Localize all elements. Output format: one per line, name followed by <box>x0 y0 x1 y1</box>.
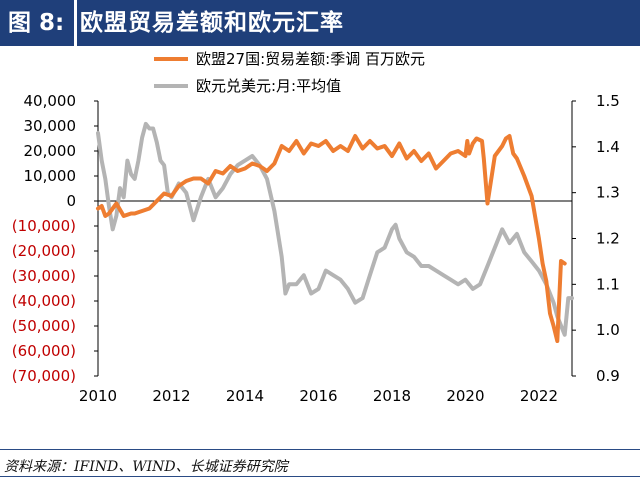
left-tick-label: 20,000 <box>24 142 77 160</box>
left-tick-label: 30,000 <box>24 117 77 135</box>
x-tick-label: 2010 <box>79 387 117 405</box>
chart-title: 欧盟贸易差额和欧元汇率 <box>80 10 344 36</box>
footer-divider <box>0 449 640 450</box>
title-bar <box>0 0 640 46</box>
chart-svg: 40,000 30,000 20,000 10,000 0 (10,000) (20,000… <box>12 50 620 405</box>
right-tick-label: 1.2 <box>596 230 620 248</box>
bottom-divider <box>0 476 640 477</box>
right-tick-label: 1.5 <box>596 92 620 110</box>
source-note: 资料来源：IFIND、WIND、长城证券研究院 <box>4 459 288 475</box>
legend-label: 欧元兑美元:月:平均值 <box>196 77 341 95</box>
figure-label: 图 8: <box>0 0 78 46</box>
x-tick-label: 2020 <box>446 387 484 405</box>
left-tick-label: (20,000) <box>12 242 76 260</box>
left-tick-label: 40,000 <box>24 92 77 110</box>
x-tick-label: 2018 <box>373 387 411 405</box>
x-tick-label: 2022 <box>520 387 558 405</box>
right-tick-label: 0.9 <box>596 367 620 385</box>
right-tick-label: 1.3 <box>596 184 620 202</box>
trade-balance-line <box>96 134 567 343</box>
x-tick-label: 2016 <box>299 387 337 405</box>
x-tick-label: 2012 <box>152 387 190 405</box>
left-tick-label: (10,000) <box>12 217 76 235</box>
left-tick-label: (40,000) <box>12 292 76 310</box>
legend-label: 欧盟27国:贸易差额:季调 百万欧元 <box>196 50 425 68</box>
eurusd-line <box>96 121 574 337</box>
left-tick-label: 10,000 <box>24 167 77 185</box>
right-tick-label: 1.4 <box>596 138 620 156</box>
left-tick-label: (60,000) <box>12 342 76 360</box>
right-tick-label: 1.0 <box>596 321 620 339</box>
right-tick-label: 1.1 <box>596 275 620 293</box>
left-tick-label: (70,000) <box>12 367 76 385</box>
left-tick-label: 0 <box>66 192 76 210</box>
left-tick-label: (30,000) <box>12 267 76 285</box>
x-tick-label: 2014 <box>226 387 264 405</box>
left-tick-label: (50,000) <box>12 317 76 335</box>
